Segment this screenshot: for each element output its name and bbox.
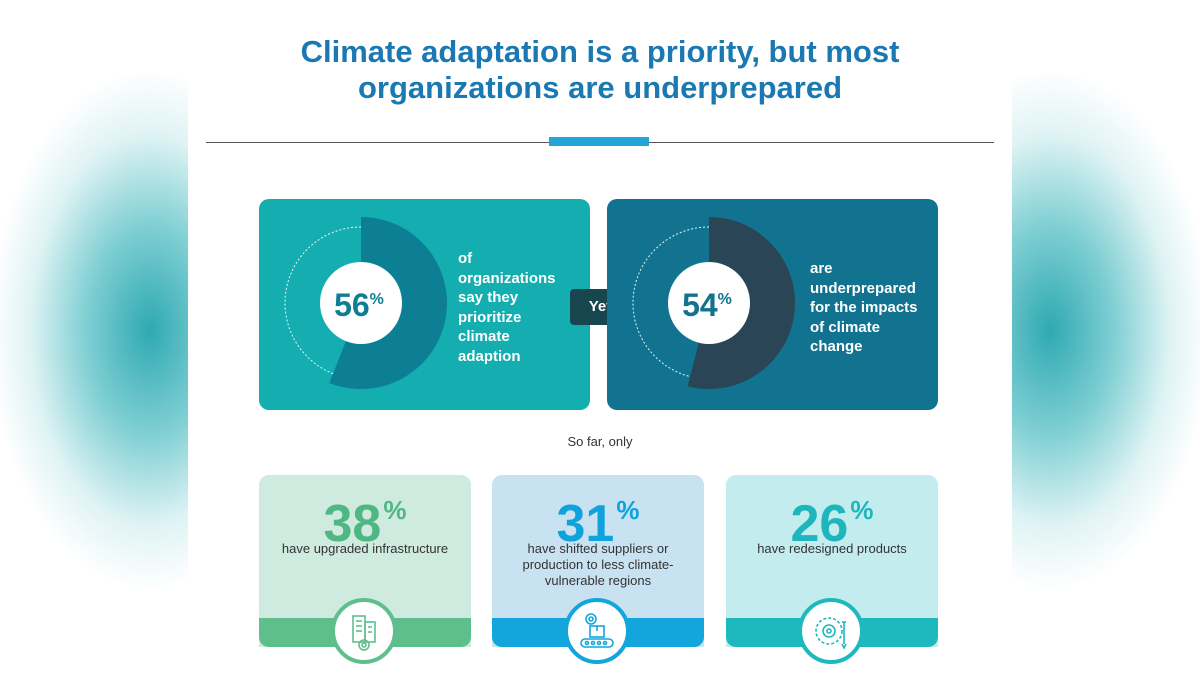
- product-design-icon: [798, 598, 864, 664]
- title-line-1: Climate adaptation is a priority, but mo…: [300, 34, 900, 69]
- card-line: underprepared: [810, 279, 916, 297]
- donut-filled-arc: [329, 217, 447, 389]
- card-line: organizations: [458, 269, 556, 287]
- card-line: change: [810, 338, 863, 355]
- stat-card-infrastructure: 38% have upgraded infrastructure: [259, 475, 471, 675]
- donut-center: [668, 262, 750, 344]
- card-line: climate: [458, 328, 510, 345]
- subheading: So far, only: [567, 434, 633, 449]
- card-line: adaption: [458, 347, 521, 365]
- stat-number: 38: [323, 495, 382, 553]
- stat-label: have shifted suppliers or production to …: [522, 541, 674, 588]
- card-line: of climate: [810, 318, 881, 336]
- prioritize-donut: 56%: [284, 217, 447, 389]
- stat-label: have redesigned products: [757, 541, 907, 556]
- stat-number: 31: [556, 495, 615, 553]
- stat-number: 26: [790, 495, 849, 553]
- stat-card-suppliers: 31% have shifted suppliers or production…: [492, 475, 704, 675]
- background-right: [1012, 0, 1200, 675]
- donut-center: [320, 262, 402, 344]
- stat-percent: %: [383, 495, 407, 525]
- stat-percent: %: [616, 495, 640, 525]
- divider-accent: [549, 137, 649, 146]
- underprepared-text: are underprepared for the impacts of cli…: [810, 259, 935, 357]
- stat-value: 38%: [259, 481, 471, 553]
- donut-value: 56%: [334, 287, 384, 323]
- conveyor-box-icon: [564, 598, 630, 664]
- donut-value-percent: %: [370, 291, 384, 308]
- stat-value: 26%: [726, 481, 938, 553]
- card-line: say they: [458, 289, 519, 306]
- underprepared-card: 54% are underprepared for the impacts of…: [607, 199, 938, 410]
- stat-card-products: 26% have redesigned products: [726, 475, 938, 675]
- donut-value-number: 54: [682, 287, 718, 323]
- stat-label: have upgraded infrastructure: [281, 541, 449, 556]
- donut-value: 54%: [682, 287, 732, 323]
- donut-value-number: 56: [334, 287, 370, 323]
- stat-percent: %: [850, 495, 874, 525]
- prioritize-card: 56% of organizations say they prioritize…: [259, 199, 590, 410]
- card-line: of: [458, 250, 473, 267]
- donut-filled-arc: [687, 217, 795, 389]
- prioritize-text: of organizations say they prioritize cli…: [458, 249, 583, 366]
- underprepared-donut: 54%: [632, 217, 795, 389]
- card-line: are: [810, 260, 833, 277]
- background-left: [0, 0, 188, 675]
- page-title: Climate adaptation is a priority, but mo…: [188, 34, 1012, 106]
- building-gear-icon: [331, 598, 397, 664]
- title-line-2: organizations are underprepared: [357, 70, 843, 105]
- card-line: prioritize: [458, 308, 522, 326]
- card-line: for the impacts: [810, 299, 918, 316]
- donut-value-percent: %: [718, 291, 732, 308]
- stat-value: 31%: [492, 481, 704, 553]
- infographic: Climate adaptation is a priority, but mo…: [188, 0, 1012, 675]
